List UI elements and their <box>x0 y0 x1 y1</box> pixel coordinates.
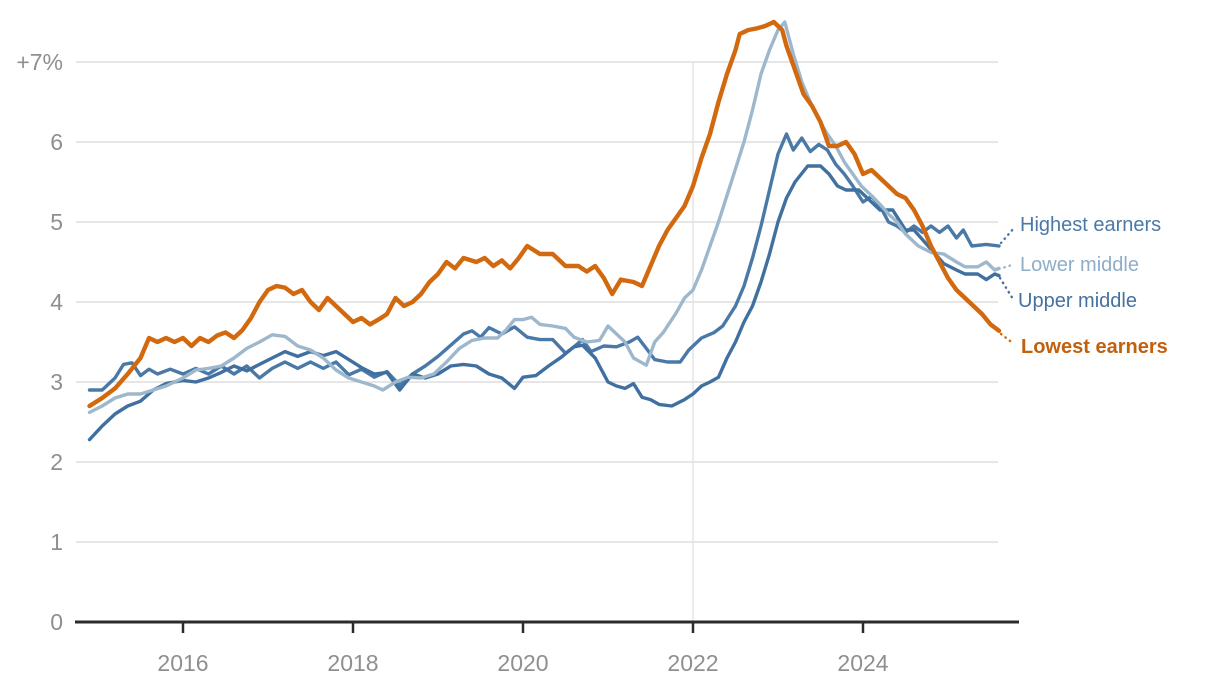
x-axis-label-2020: 2020 <box>497 650 548 676</box>
leader-lower-middle <box>997 263 1014 271</box>
series-label-upper-middle: Upper middle <box>1018 290 1137 312</box>
series-line-lowest-earners <box>87 19 1002 409</box>
x-axis-label-2024: 2024 <box>837 650 888 676</box>
y-axis-label-4: 4 <box>50 289 63 315</box>
x-axis-label-2018: 2018 <box>327 650 378 676</box>
y-axis-label-1: 1 <box>50 529 63 555</box>
leader-layer <box>997 226 1016 346</box>
series-line-upper-middle <box>87 164 1001 442</box>
y-axis-label-6: 6 <box>50 129 63 155</box>
y-axis-label-0: 0 <box>50 609 63 635</box>
y-axis-label-5: 5 <box>50 209 63 235</box>
series-label-lower-middle: Lower middle <box>1020 254 1139 276</box>
leader-highest-earners <box>999 226 1016 245</box>
x-axis-label-2016: 2016 <box>157 650 208 676</box>
axis-layer: 2016 2018 2020 2022 2024 0 1 2 3 4 5 6 +7% <box>16 49 1019 676</box>
y-axis-label-2: 2 <box>50 449 63 475</box>
y-axis-label-3: 3 <box>50 369 63 395</box>
leader-lowest-earners <box>999 332 1016 346</box>
y-axis-label-7: +7% <box>16 49 63 75</box>
series-line-lower-middle <box>87 20 1001 415</box>
legend: Highest earners Lower middle Upper middl… <box>1018 214 1168 358</box>
x-axis-label-2022: 2022 <box>667 650 718 676</box>
leader-upper-middle <box>998 276 1015 301</box>
series-label-highest-earners: Highest earners <box>1020 214 1161 236</box>
grid-layer <box>76 61 998 621</box>
series-layer <box>87 19 1002 442</box>
series-label-lowest-earners: Lowest earners <box>1021 336 1168 358</box>
